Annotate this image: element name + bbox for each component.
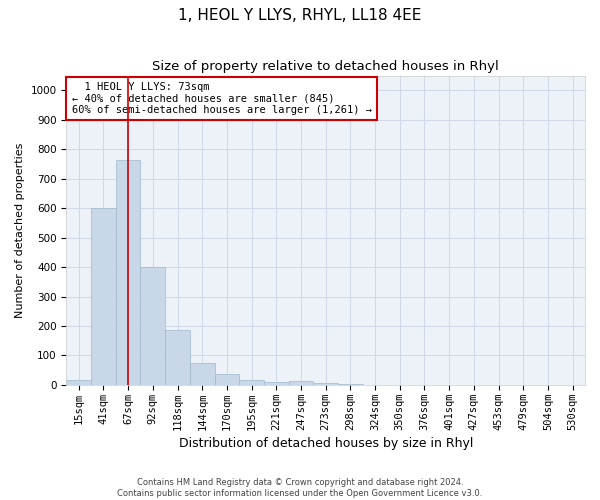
Bar [264,382,289,385]
Y-axis label: Number of detached properties: Number of detached properties [15,142,25,318]
Bar [116,160,140,385]
Title: Size of property relative to detached houses in Rhyl: Size of property relative to detached ho… [152,60,499,73]
Text: 1, HEOL Y LLYS, RHYL, LL18 4EE: 1, HEOL Y LLYS, RHYL, LL18 4EE [178,8,422,22]
Bar [67,380,91,385]
Bar [140,267,165,385]
Text: Contains HM Land Registry data © Crown copyright and database right 2024.
Contai: Contains HM Land Registry data © Crown c… [118,478,482,498]
X-axis label: Distribution of detached houses by size in Rhyl: Distribution of detached houses by size … [179,437,473,450]
Bar [239,380,264,385]
Bar [338,384,363,385]
Bar [289,382,313,385]
Bar [215,374,239,385]
Bar [165,330,190,385]
Bar [190,363,215,385]
Bar [313,384,338,385]
Bar [91,208,116,385]
Text: 1 HEOL Y LLYS: 73sqm
← 40% of detached houses are smaller (845)
60% of semi-deta: 1 HEOL Y LLYS: 73sqm ← 40% of detached h… [71,82,371,115]
